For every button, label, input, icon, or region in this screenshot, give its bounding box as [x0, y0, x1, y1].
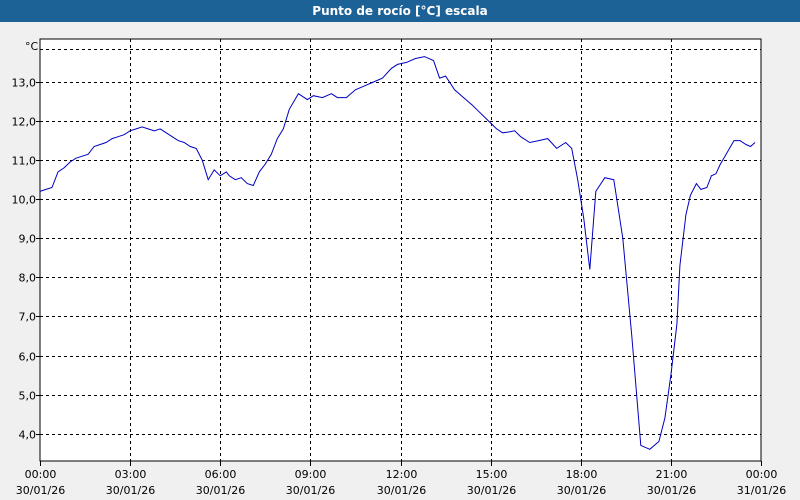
x-tick-date-label: 31/01/26 — [737, 484, 786, 497]
x-tick-date-label: 30/01/26 — [16, 484, 65, 497]
x-tick-time-label: 15:00 — [476, 468, 508, 481]
y-tick-label: 4,0 — [19, 429, 37, 442]
y-tick-label: 7,0 — [19, 311, 37, 324]
y-tick-label: 10,0 — [12, 194, 37, 207]
grid-lines — [40, 39, 761, 461]
x-tick-time-label: 03:00 — [115, 468, 147, 481]
axis-ticks: 4,0 5,0 6,0 7,0 8,0 9,0 10,0 11,0 12,0 13,0 00:00 3… — [12, 77, 787, 498]
y-tick-label: 13,0 — [12, 77, 37, 90]
plot-area — [39, 38, 762, 462]
x-tick-date-label: 30/01/26 — [196, 484, 245, 497]
x-tick-date-label: 30/01/26 — [557, 484, 606, 497]
chart-title: Punto de rocío [°C] escala — [0, 0, 800, 22]
y-tick-label: 6,0 — [19, 351, 37, 364]
x-tick-date-label: 30/01/26 — [377, 484, 426, 497]
x-tick-time-label: 09:00 — [295, 468, 327, 481]
y-tick-label: 11,0 — [12, 155, 37, 168]
x-tick-date-label: 30/01/26 — [286, 484, 335, 497]
y-tick-label: 9,0 — [19, 233, 37, 246]
x-tick-time-label: 21:00 — [656, 468, 688, 481]
x-tick-time-label: 06:00 — [205, 468, 237, 481]
x-tick-time-label: 00:00 — [25, 468, 57, 481]
series-layer — [39, 56, 756, 450]
x-tick-date-label: 30/01/26 — [106, 484, 155, 497]
y-axis-unit-label: °C — [25, 40, 39, 53]
y-tick-label: 5,0 — [19, 390, 37, 403]
y-tick-label: 8,0 — [19, 272, 37, 285]
x-tick-time-label: 00:00 — [746, 468, 778, 481]
y-tick-label: 12,0 — [12, 116, 37, 129]
x-tick-time-label: 18:00 — [566, 468, 598, 481]
series-line — [39, 56, 756, 450]
x-tick-date-label: 30/01/26 — [647, 484, 696, 497]
x-tick-time-label: 12:00 — [386, 468, 418, 481]
x-tick-date-label: 30/01/26 — [467, 484, 516, 497]
